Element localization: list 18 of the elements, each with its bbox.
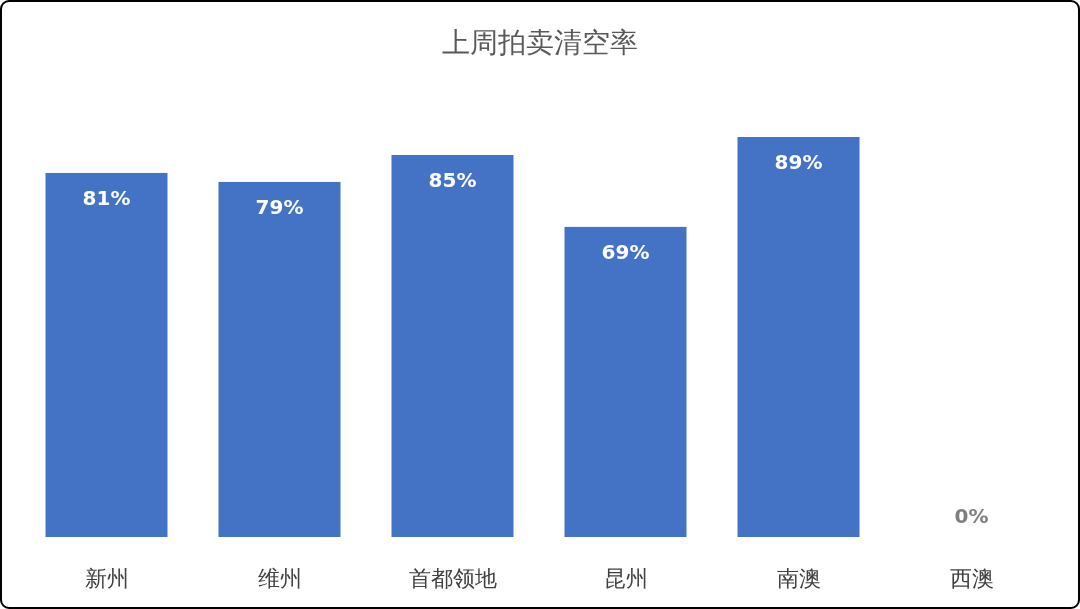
data-label: 89% [774, 150, 823, 174]
x-tick-label: 首都领地 [408, 566, 497, 591]
chart-title: 上周拍卖清空率 [442, 26, 638, 59]
bar [564, 226, 687, 537]
x-tick-label: 新州 [84, 566, 129, 591]
x-tick-label: 南澳 [776, 566, 821, 591]
bar [737, 137, 860, 537]
data-label: 0% [954, 504, 989, 528]
data-label: 79% [255, 194, 304, 219]
data-label: 69% [601, 239, 650, 264]
bar [218, 181, 341, 537]
x-tick-label: 维州 [257, 566, 302, 591]
x-tick-label: 西澳 [949, 566, 994, 591]
bar [391, 154, 514, 537]
data-label: 81% [82, 185, 131, 210]
bar [45, 172, 168, 537]
x-tick-label: 昆州 [603, 566, 648, 591]
data-label: 85% [428, 167, 477, 192]
